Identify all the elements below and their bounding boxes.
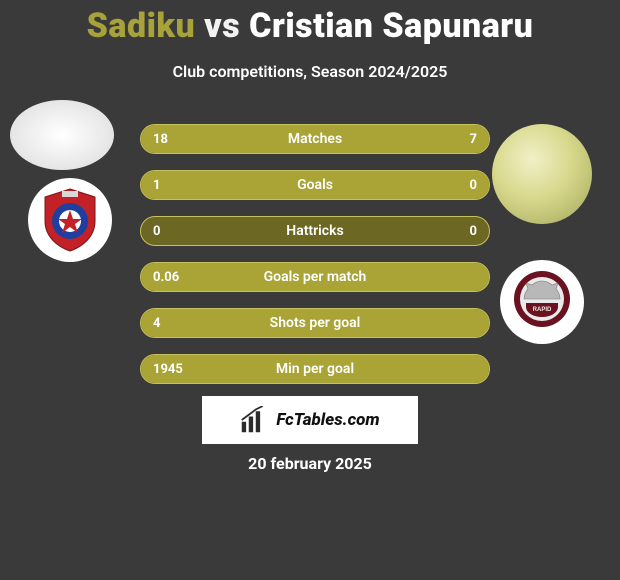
brand-badge: FcTables.com <box>202 396 418 444</box>
stat-value-p1: 0.06 <box>153 270 179 285</box>
brand-text: FcTables.com <box>276 410 379 430</box>
stat-fill-p1 <box>141 263 489 291</box>
stat-fill-p1 <box>141 309 489 337</box>
stat-value-p1: 1945 <box>153 362 183 377</box>
stat-value-p1: 1 <box>153 178 160 193</box>
stat-fill-p1 <box>141 125 392 153</box>
player2-name: Cristian Sapunaru <box>249 6 533 46</box>
shield-icon <box>40 187 100 253</box>
stat-row: 0 0Hattricks <box>140 216 490 246</box>
stat-value-p1: 4 <box>153 316 160 331</box>
stat-value-p1: 18 <box>153 132 168 147</box>
vs-label: vs <box>195 6 249 46</box>
stat-value-p2: 7 <box>470 132 477 147</box>
stat-bars: 187Matches10Goals00Hattricks0.06Goals pe… <box>140 124 490 400</box>
stat-value-p2: 0 <box>470 224 477 239</box>
stat-row: 1945Min per goal <box>140 354 490 384</box>
shield-icon: RAPID <box>512 269 572 335</box>
player2-club-crest: RAPID <box>500 260 584 344</box>
stat-value-p1: 0 <box>153 224 160 239</box>
stat-fill-p1 <box>141 171 489 199</box>
player2-avatar <box>492 124 592 224</box>
stat-fill-p1 <box>141 355 489 383</box>
player1-name: Sadiku <box>87 6 196 46</box>
stat-row: 0.06Goals per match <box>140 262 490 292</box>
stat-row: 4Shots per goal <box>140 308 490 338</box>
subtitle: Club competitions, Season 2024/2025 <box>0 62 620 81</box>
stat-row: 187Matches <box>140 124 490 154</box>
chart-icon <box>240 406 268 434</box>
svg-text:RAPID: RAPID <box>533 307 552 313</box>
infographic-root: Sadiku vs Cristian Sapunaru Club competi… <box>0 0 620 580</box>
page-title: Sadiku vs Cristian Sapunaru <box>0 6 620 46</box>
date-label: 20 february 2025 <box>0 454 620 473</box>
stat-label: Hattricks <box>141 223 489 239</box>
player1-avatar <box>10 100 114 170</box>
stat-row: 10Goals <box>140 170 490 200</box>
player1-club-crest <box>28 178 112 262</box>
stat-value-p2: 0 <box>470 178 477 193</box>
